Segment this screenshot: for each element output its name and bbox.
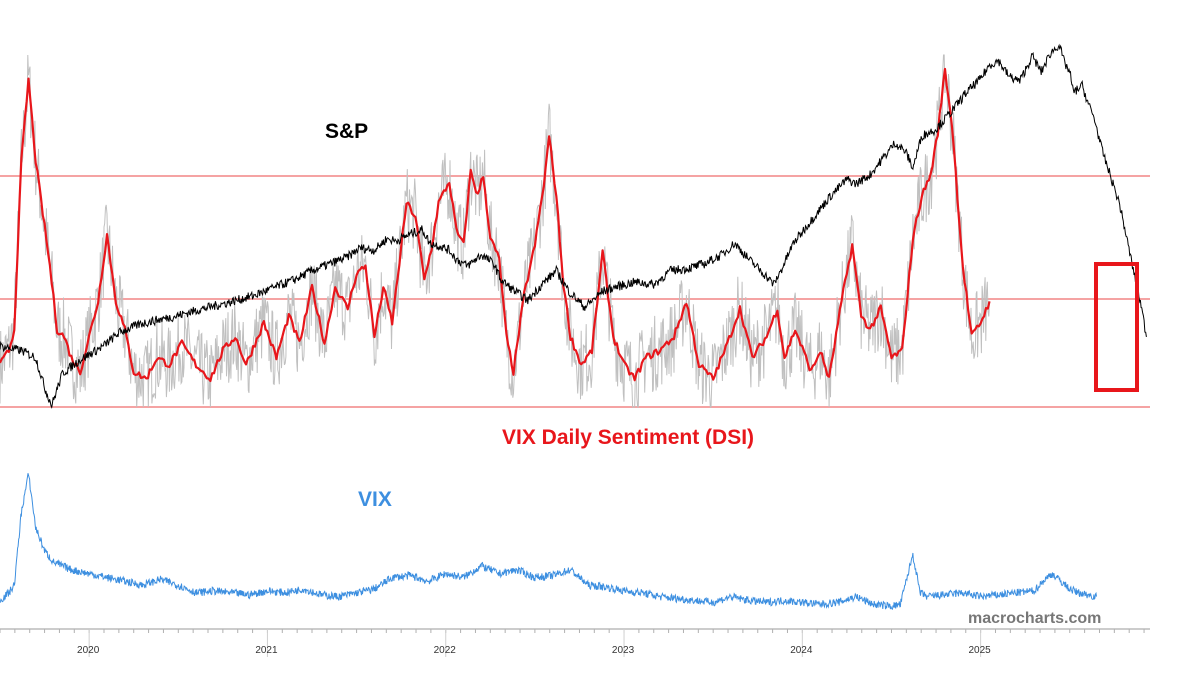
x-tick-label: 2022: [434, 645, 457, 656]
dsi-series-label: VIX Daily Sentiment (DSI): [502, 426, 754, 449]
highlight-layer: [1094, 262, 1139, 392]
sp-series-label: S&P: [325, 120, 368, 143]
x-tick-label: 2021: [255, 645, 278, 656]
source-watermark: macrocharts.com: [968, 610, 1101, 627]
x-axis: 2020 2021 2022 2023 2024 2025: [0, 628, 1150, 657]
highlight-box: [1094, 262, 1139, 392]
vix-series-label: VIX: [358, 488, 392, 511]
dsi-smoothed-line: [0, 67, 991, 383]
x-tick-label: 2023: [612, 645, 635, 656]
x-tick-label: 2025: [968, 645, 991, 656]
series-layer: [0, 43, 1147, 610]
x-tick-label: 2024: [790, 645, 813, 656]
vix-line: [0, 473, 1097, 610]
x-tick-label: 2020: [77, 645, 100, 656]
sp-line: [0, 43, 1147, 409]
